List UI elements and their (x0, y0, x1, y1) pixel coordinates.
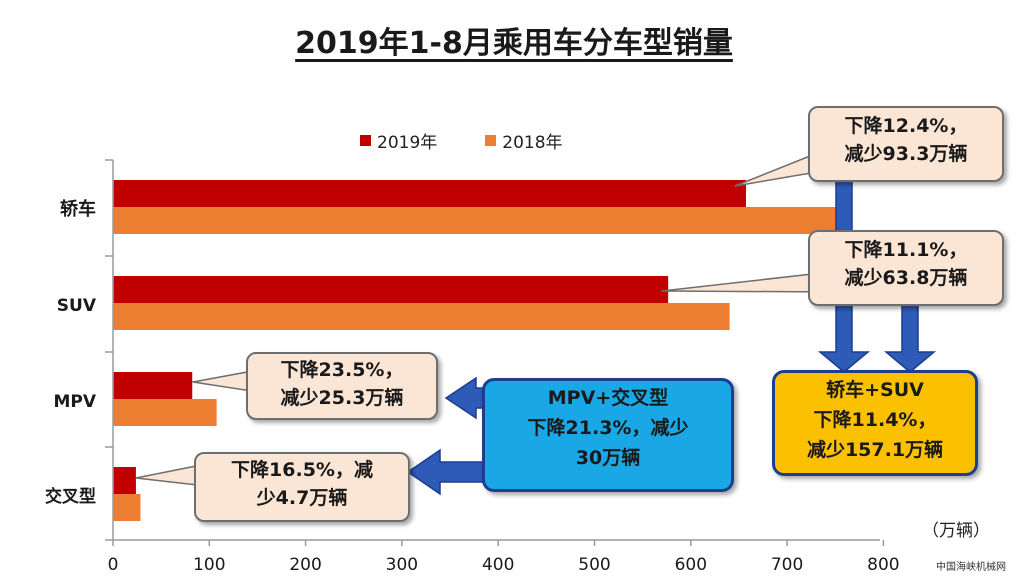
callout-suv: 下降11.1%， 减少63.8万辆 (808, 230, 1004, 306)
bar-1-series-1 (113, 303, 730, 330)
callout-mpv-line1: 下降23.5%， (280, 359, 404, 381)
legend-label-2019: 2019年 (377, 133, 438, 153)
legend-swatch-2019 (360, 135, 371, 146)
x-tick-label-5: 500 (578, 555, 610, 575)
watermark: 中国海峡机械网 (936, 562, 1006, 573)
callout-sedan-line2: 减少93.3万辆 (844, 143, 968, 165)
legend-item-2018: 2018年 (485, 128, 563, 153)
legend-item-2019: 2019年 (360, 128, 437, 153)
summary-box-mpv-cross: MPV+交叉型 下降21.3%，减少 30万辆 (482, 378, 734, 492)
callout-cross-line2: 少4.7万辆 (256, 487, 348, 509)
summary-sedan-suv-line1: 轿车+SUV (826, 379, 924, 401)
category-label-0: 轿车 (60, 198, 96, 220)
down-arrow-suv (883, 299, 937, 373)
callout-cross-line1: 下降16.5%，减 (231, 459, 373, 481)
summary-box-sedan-suv: 轿车+SUV 下降11.4%， 减少157.1万辆 (772, 370, 978, 476)
x-tick-label-8: 800 (867, 555, 899, 575)
callout-mpv: 下降23.5%， 减少25.3万辆 (246, 352, 438, 420)
bar-3-series-0 (113, 467, 136, 494)
summary-mpv-cross-line3: 30万辆 (575, 447, 641, 469)
x-tick-label-0: 0 (108, 555, 119, 575)
callout-sedan-line1: 下降12.4%， (844, 115, 968, 137)
callout-sedan: 下降12.4%， 减少93.3万辆 (808, 106, 1004, 182)
bar-2-series-1 (113, 399, 217, 426)
category-label-3: 交叉型 (45, 486, 96, 507)
callout-mpv-line2: 减少25.3万辆 (280, 387, 404, 409)
legend-label-2018: 2018年 (502, 133, 563, 153)
summary-sedan-suv-line2: 下降11.4%， (813, 409, 937, 431)
bar-1-series-0 (113, 276, 669, 303)
category-label-1: SUV (57, 296, 97, 316)
category-label-2: MPV (53, 392, 96, 412)
x-tick-label-3: 300 (386, 555, 418, 575)
summary-mpv-cross-line1: MPV+交叉型 (547, 387, 669, 409)
bar-0-series-0 (113, 180, 746, 207)
x-tick-label-4: 400 (482, 555, 514, 575)
callout-suv-line1: 下降11.1%， (844, 239, 968, 261)
chart-title: 2019年1-8月乘用车分车型销量 (295, 26, 733, 61)
x-tick-label-7: 700 (771, 555, 803, 575)
summary-mpv-cross-line2: 下降21.3%，减少 (527, 417, 689, 439)
x-tick-label-1: 100 (193, 555, 225, 575)
left-arrow-mpv (444, 376, 485, 420)
x-tick-label-2: 200 (289, 555, 321, 575)
unit-label: （万辆） (922, 521, 990, 541)
callout-cross: 下降16.5%，减 少4.7万辆 (194, 452, 410, 522)
bar-2-series-0 (113, 372, 193, 399)
legend-swatch-2018 (485, 135, 497, 146)
summary-sedan-suv-line3: 减少157.1万辆 (806, 439, 944, 461)
bar-3-series-1 (113, 494, 141, 521)
legend: 2019年 2018年 (360, 128, 563, 153)
left-arrow-cross (406, 448, 485, 496)
x-tick-label-6: 600 (675, 555, 707, 575)
bar-0-series-1 (113, 207, 836, 234)
callout-suv-line2: 减少63.8万辆 (844, 267, 968, 289)
